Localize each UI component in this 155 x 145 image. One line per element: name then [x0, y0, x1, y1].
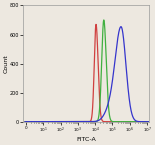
X-axis label: FITC-A: FITC-A [76, 137, 96, 142]
Y-axis label: Count: Count [3, 54, 9, 73]
